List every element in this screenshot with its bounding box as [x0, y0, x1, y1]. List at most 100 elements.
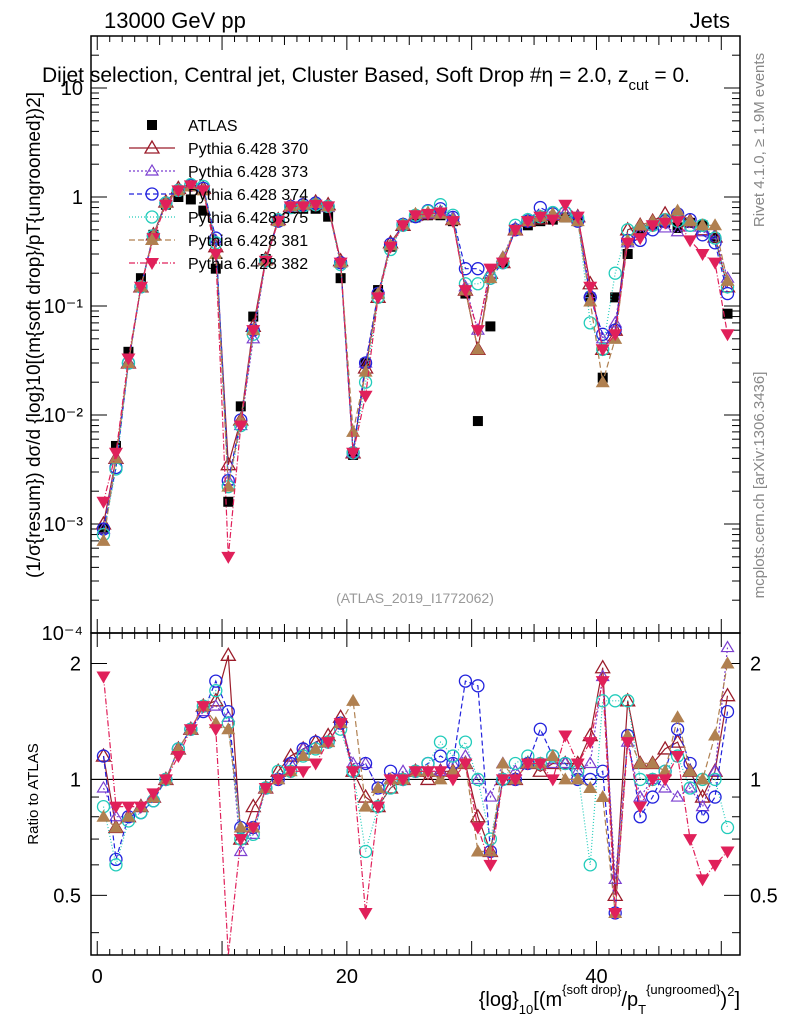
ratio-point-3 [433, 735, 448, 749]
data-point-0 [722, 308, 733, 319]
ratio-point-0 [282, 747, 299, 762]
ratio-point-5 [495, 774, 510, 787]
ratio-point-5 [108, 801, 123, 814]
ratio-point-0 [656, 740, 674, 755]
ratio-point-5 [183, 724, 198, 737]
data-point-6 [708, 257, 723, 270]
ratio-point-5 [346, 766, 361, 779]
data-point-2 [246, 331, 261, 344]
data-point-6 [470, 325, 485, 338]
x-tick-label: 20 [336, 966, 358, 988]
ratio-point-3 [583, 858, 597, 872]
ratio-axis-label: Ratio to ATLAS [25, 743, 42, 844]
ratio-point-5 [121, 801, 136, 814]
data-point-5 [96, 533, 111, 546]
data-point-6 [321, 201, 336, 214]
legend-label-4: Pythia 6.428 375 [188, 210, 308, 227]
ratio-point-3 [720, 820, 735, 835]
ratio-point-5 [533, 758, 548, 771]
ratio-point-1 [658, 780, 673, 793]
ratio-point-0 [607, 887, 624, 901]
data-point-6 [533, 211, 548, 224]
data-point-6 [483, 263, 498, 276]
ratio-point-5 [695, 874, 710, 887]
data-point-6 [396, 220, 411, 233]
data-point-6 [208, 248, 223, 261]
ratio-point-0 [245, 798, 262, 813]
ratio-point-4 [221, 722, 236, 735]
ratio-point-4 [171, 741, 186, 754]
data-point-6 [445, 216, 460, 229]
y-tick-label: 10⁻³ [44, 514, 84, 536]
ratio-plot-frame [90, 632, 741, 956]
ratio-point-5 [420, 766, 435, 779]
data-point-5 [595, 375, 610, 388]
data-point-6 [258, 255, 273, 268]
data-point-6 [583, 281, 598, 294]
ratio-point-5 [620, 737, 635, 750]
ratio-point-1 [633, 789, 648, 802]
ratio-point-5 [233, 834, 248, 847]
ratio-point-5 [445, 774, 460, 787]
data-point-4 [608, 266, 622, 280]
legend-label-0: ATLAS [188, 118, 238, 135]
ratio-tick-label: 1 [70, 769, 81, 791]
xl-log: {log} [479, 989, 519, 1011]
ratio-point-5 [308, 758, 323, 771]
data-point-6 [408, 210, 423, 223]
data-point-5 [683, 214, 698, 227]
data-point-6 [620, 237, 635, 250]
data-point-6 [695, 248, 710, 261]
data-point-6 [645, 220, 660, 233]
ratio-point-0 [719, 687, 736, 702]
data-point-0 [110, 440, 121, 451]
x-tick-label: 40 [585, 966, 607, 988]
y-tick-label: 1 [72, 187, 83, 209]
ratio-point-1 [346, 756, 361, 769]
ratio-point-4 [583, 780, 598, 793]
data-point-3 [720, 286, 735, 301]
process-label: Jets [690, 8, 730, 33]
legend-label-2: Pythia 6.428 373 [188, 164, 308, 181]
ratio-point-2 [209, 674, 223, 688]
ratio-point-4 [483, 844, 498, 857]
data-point-0 [223, 496, 234, 507]
data-point-4 [471, 277, 485, 291]
ratio-point-0 [694, 788, 711, 803]
data-point-6 [433, 207, 448, 220]
ratio-point-4 [296, 749, 311, 762]
ratio-point-0 [419, 771, 437, 786]
ratio-point-1 [358, 756, 373, 769]
x-axis-label: {log}10[(m{soft drop}/pT{ungroomed})2] [479, 982, 740, 1017]
data-point-6 [196, 185, 211, 198]
data-point-5 [695, 218, 710, 231]
ratio-point-5 [158, 774, 173, 787]
ratio-point-1 [583, 756, 598, 769]
data-point-6 [670, 216, 685, 229]
ratio-point-5 [408, 766, 423, 779]
data-point-6 [296, 201, 311, 214]
data-point-6 [383, 241, 398, 254]
ratio-point-5 [333, 718, 348, 731]
ratio-point-4 [371, 780, 386, 793]
ratio-point-4 [658, 764, 673, 777]
plot-title-main: Dijet selection, Central jet, Cluster Ba… [42, 64, 629, 87]
ratio-point-0 [469, 808, 487, 823]
legend-label-6: Pythia 6.428 382 [188, 256, 308, 273]
data-layer [95, 176, 736, 956]
data-point-6 [520, 216, 535, 229]
ratio-point-4 [695, 772, 710, 785]
data-point-5 [483, 271, 498, 284]
ratio-point-5 [171, 751, 186, 764]
ratio-point-5 [383, 774, 398, 787]
legend-marker-4 [145, 210, 159, 224]
ratio-point-4 [633, 756, 648, 769]
data-point-5 [708, 218, 723, 231]
ratio-point-5 [720, 846, 735, 859]
ratio-point-4 [346, 693, 361, 706]
ratio-point-1 [707, 764, 723, 776]
ratio-point-1 [208, 698, 223, 711]
ratio-point-2 [96, 749, 111, 763]
y-axis-label: (1/σ{resum}) dσ/d {log}10[(m{soft drop}/… [24, 92, 45, 578]
ratio-point-4 [433, 772, 448, 785]
